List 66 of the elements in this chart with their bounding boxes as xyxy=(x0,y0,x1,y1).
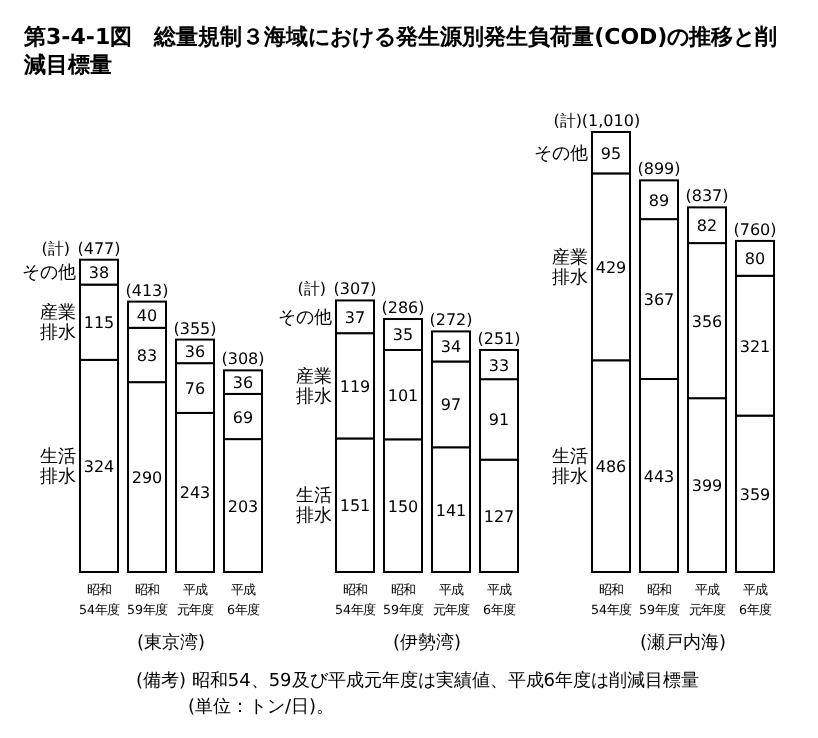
data-label: 97 xyxy=(440,396,462,415)
total-label: (307) xyxy=(333,280,377,299)
data-label: 127 xyxy=(483,507,515,526)
text: (計) xyxy=(553,112,582,130)
data-label: 89 xyxy=(648,191,670,210)
data-label: 95 xyxy=(600,144,622,163)
text: (計) xyxy=(41,239,70,258)
data-label: 36 xyxy=(232,374,254,393)
data-label: 83 xyxy=(136,346,158,365)
data-label: 486 xyxy=(595,458,627,477)
series-label: 生活排水 xyxy=(40,445,76,488)
series-label: 生活排水 xyxy=(552,446,588,489)
data-label: 290 xyxy=(131,469,163,488)
data-label: 150 xyxy=(387,497,419,516)
data-label: 324 xyxy=(83,457,115,476)
data-label: 40 xyxy=(136,306,158,325)
data-label: 141 xyxy=(435,501,467,520)
series-label: 産業排水 xyxy=(40,302,76,345)
x-axis-title: (伊勢湾) xyxy=(392,632,462,654)
x-axis-title: (東京湾) xyxy=(136,632,206,654)
data-label: 35 xyxy=(392,326,414,345)
total-label: (1,010) xyxy=(581,112,641,130)
total-label: (286) xyxy=(381,299,425,318)
series-label: 生活排水 xyxy=(296,485,332,528)
series-label: 産業排水 xyxy=(552,246,588,289)
text: 第3-4-1図 総量規制３海域における発生源別発生負荷量(COD)の推移と削減目標量 xyxy=(22,24,778,78)
total-label: (251) xyxy=(477,329,521,348)
total-label: (272) xyxy=(429,311,473,330)
total-label: (837) xyxy=(685,187,729,206)
data-label: 321 xyxy=(739,337,771,356)
total-label: (308) xyxy=(221,350,265,369)
total-label: (899) xyxy=(637,160,681,179)
data-label: 82 xyxy=(696,217,718,236)
data-label: 115 xyxy=(83,314,115,333)
data-label: 399 xyxy=(691,477,723,496)
data-label: 367 xyxy=(643,291,675,310)
data-label: 69 xyxy=(232,408,254,427)
total-label: (760) xyxy=(733,220,777,239)
series-label: その他 xyxy=(22,262,76,285)
data-label: 38 xyxy=(88,264,110,283)
data-label: 356 xyxy=(691,312,723,331)
data-label: 359 xyxy=(739,485,771,504)
data-label: 91 xyxy=(488,411,510,430)
data-label: 429 xyxy=(595,258,627,277)
data-label: 36 xyxy=(184,343,206,362)
total-label: (355) xyxy=(173,319,217,338)
data-label: 101 xyxy=(387,386,419,405)
series-label: その他 xyxy=(534,142,588,165)
data-label: 34 xyxy=(440,338,462,357)
data-label: 443 xyxy=(643,467,675,486)
data-label: 33 xyxy=(488,356,510,375)
x-axis-title: (瀬戸内海) xyxy=(639,632,727,654)
data-label: 76 xyxy=(184,380,206,399)
data-label: 80 xyxy=(744,250,766,269)
data-label: 203 xyxy=(227,497,259,516)
text: (計) xyxy=(297,280,326,299)
data-label: 243 xyxy=(179,484,211,503)
data-label: 151 xyxy=(339,497,371,516)
series-label: その他 xyxy=(278,306,332,329)
total-label: (413) xyxy=(125,281,169,300)
text: (単位：トン/日)。 xyxy=(188,696,335,718)
text: (備考) 昭和54、59及び平成元年度は実績値、平成6年度は削減目標量 xyxy=(136,670,700,692)
data-label: 37 xyxy=(344,308,366,327)
total-label: (477) xyxy=(77,239,121,258)
data-label: 119 xyxy=(339,377,371,396)
series-label: 産業排水 xyxy=(296,365,332,408)
